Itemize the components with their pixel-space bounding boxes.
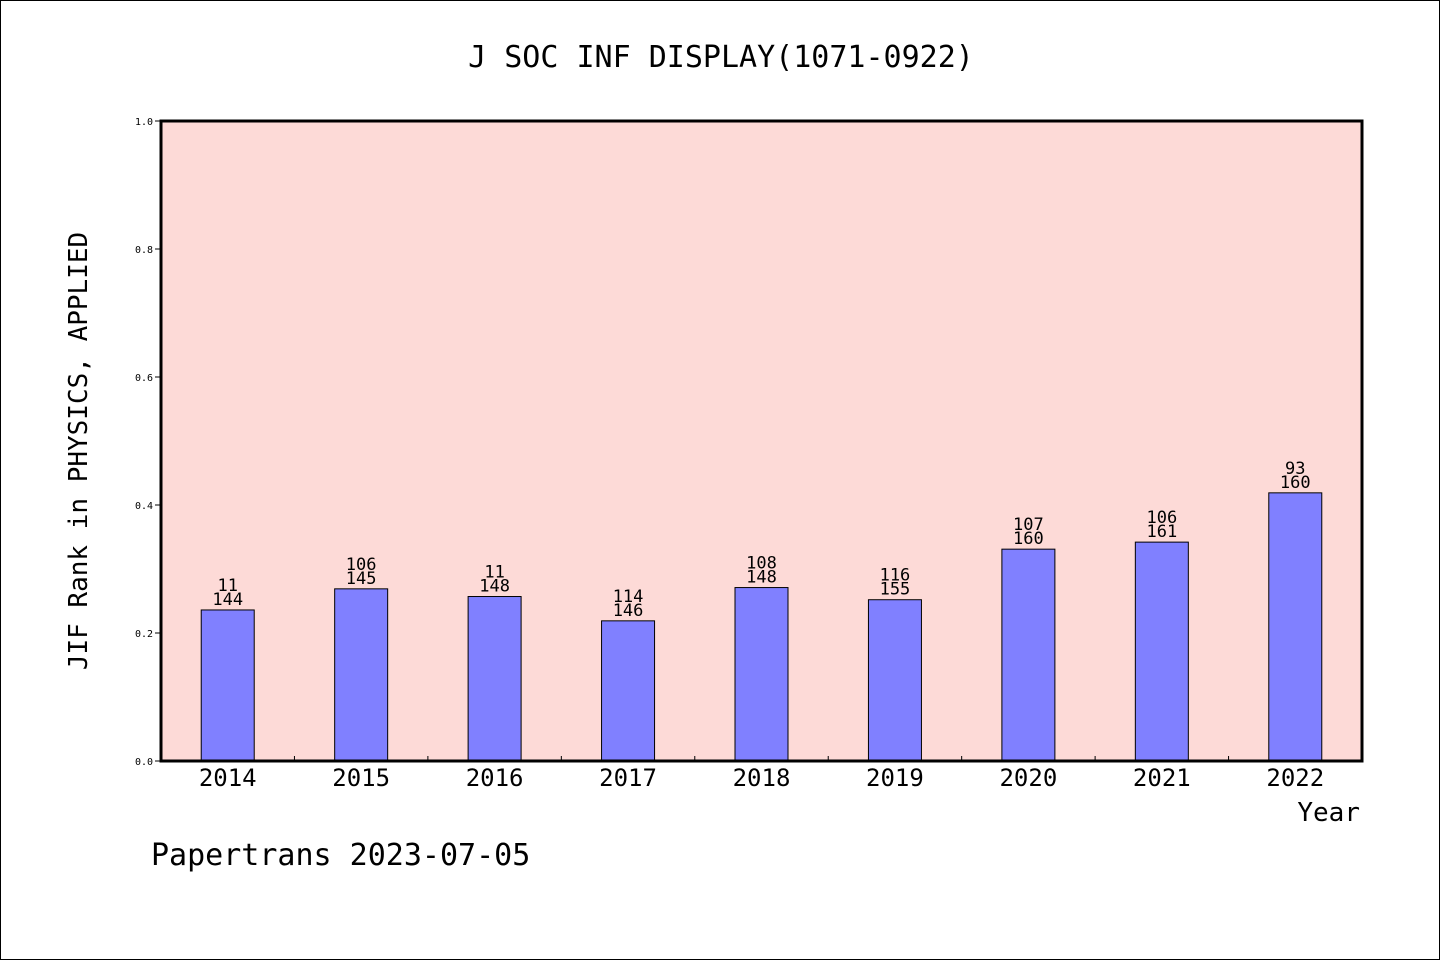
y-axis-ticks: 0.0 0.2 0.4 0.6 0.8 1.0 xyxy=(135,117,161,768)
bar-label-rank: 116 xyxy=(880,566,911,586)
bar-label-total: 155 xyxy=(880,580,911,600)
bar-label-rank: 114 xyxy=(613,587,644,607)
bar-label-rank: 107 xyxy=(1013,515,1044,535)
bar-label-total: 145 xyxy=(346,569,377,589)
bar-label-total: 160 xyxy=(1013,529,1044,549)
bar-2020 xyxy=(1001,548,1056,762)
bar-2018 xyxy=(734,587,789,762)
x-tick-label: 2015 xyxy=(332,764,390,792)
y-tick-label: 1.0 xyxy=(135,117,153,128)
bar-label-rank: 106 xyxy=(1146,508,1177,528)
x-tick-label: 2016 xyxy=(466,764,524,792)
footer-text: Papertrans 2023-07-05 xyxy=(151,838,530,873)
bar-2022 xyxy=(1268,492,1323,762)
bar-label-total: 148 xyxy=(479,577,510,597)
bar-2015 xyxy=(334,588,389,762)
bar-label-total: 144 xyxy=(212,590,243,610)
y-tick-label: 0.2 xyxy=(135,629,153,640)
bar-label-rank: 11 xyxy=(484,563,504,583)
y-tick-label: 0.4 xyxy=(135,501,153,512)
bar-2019 xyxy=(867,599,922,762)
bar-2021 xyxy=(1134,541,1189,762)
x-tick-label: 2017 xyxy=(599,764,657,792)
bar-label-total: 161 xyxy=(1146,522,1177,542)
y-tick-label: 0.0 xyxy=(135,757,153,768)
bar-label-total: 146 xyxy=(613,601,644,621)
bar-2014 xyxy=(200,609,255,762)
plot-border xyxy=(159,119,1364,763)
x-axis-label: Year xyxy=(1297,798,1360,828)
y-tick-label: 0.8 xyxy=(135,245,153,256)
bar-label-rank: 108 xyxy=(746,554,777,574)
y-axis-label: JIF Rank in PHYSICS, APPLIED xyxy=(64,232,94,670)
y-tick-label: 0.6 xyxy=(135,373,153,384)
x-axis-ticks: 2014 2015 2016 2017 2018 2019 2020 2021 2022 xyxy=(199,756,1324,792)
x-tick-label: 2014 xyxy=(199,764,257,792)
bar-label-total: 160 xyxy=(1280,473,1311,493)
chart-title: J SOC INF DISPLAY(1071-0922) xyxy=(468,40,974,75)
bar-label-total: 148 xyxy=(746,568,777,588)
x-tick-label: 2018 xyxy=(733,764,791,792)
bar-label-rank: 93 xyxy=(1285,459,1305,479)
x-tick-label: 2019 xyxy=(866,764,924,792)
bar-label-rank: 11 xyxy=(217,576,237,596)
bar-2017 xyxy=(601,620,656,762)
x-tick-label: 2021 xyxy=(1133,764,1191,792)
x-tick-label: 2022 xyxy=(1266,764,1324,792)
bar-label-rank: 106 xyxy=(346,555,377,575)
x-tick-label: 2020 xyxy=(999,764,1057,792)
bar-2016 xyxy=(467,596,522,762)
